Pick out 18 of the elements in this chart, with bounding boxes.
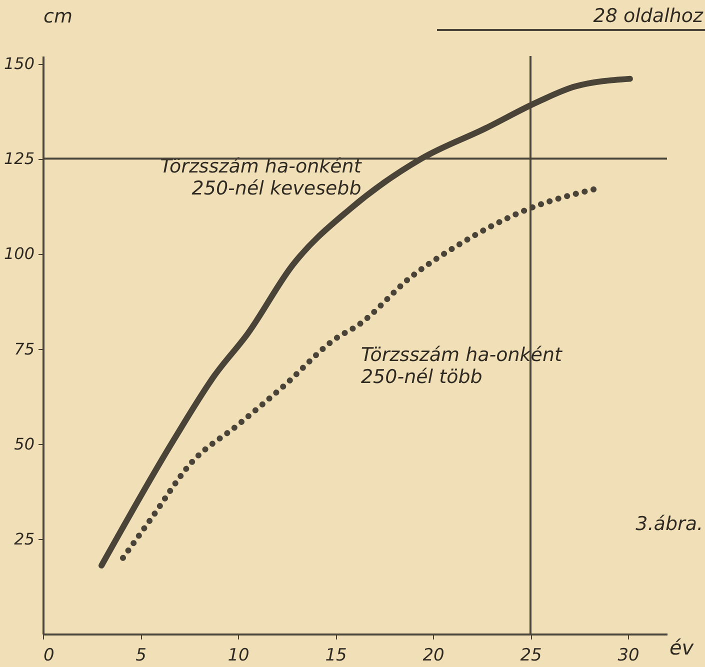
y-tick-label: 100 xyxy=(4,244,34,264)
x-tick-label: 0 xyxy=(44,646,54,666)
x-tick-label: 15 xyxy=(325,646,347,666)
y-tick-label: 125 xyxy=(4,149,34,168)
y-tick-label: 25 xyxy=(14,529,34,548)
x-tick-label: 10 xyxy=(228,646,250,666)
x-tick-label: 30 xyxy=(618,646,640,666)
series-label: Törzsszám ha-onként 250-nél kevesebb xyxy=(160,156,363,200)
y-axis-title: cm xyxy=(44,6,72,28)
y-tick-label: 50 xyxy=(14,434,34,454)
annotation: 3.ábra. xyxy=(636,513,703,535)
y-tick-label: 150 xyxy=(4,54,34,74)
text: 28 oldalhoz xyxy=(593,5,704,27)
x-tick-label: 25 xyxy=(520,646,542,666)
y-tick-label: 75 xyxy=(14,339,34,358)
x-tick-label: 20 xyxy=(422,646,444,666)
x-axis-title: év xyxy=(669,636,695,660)
x-tick-label: 5 xyxy=(136,646,146,666)
